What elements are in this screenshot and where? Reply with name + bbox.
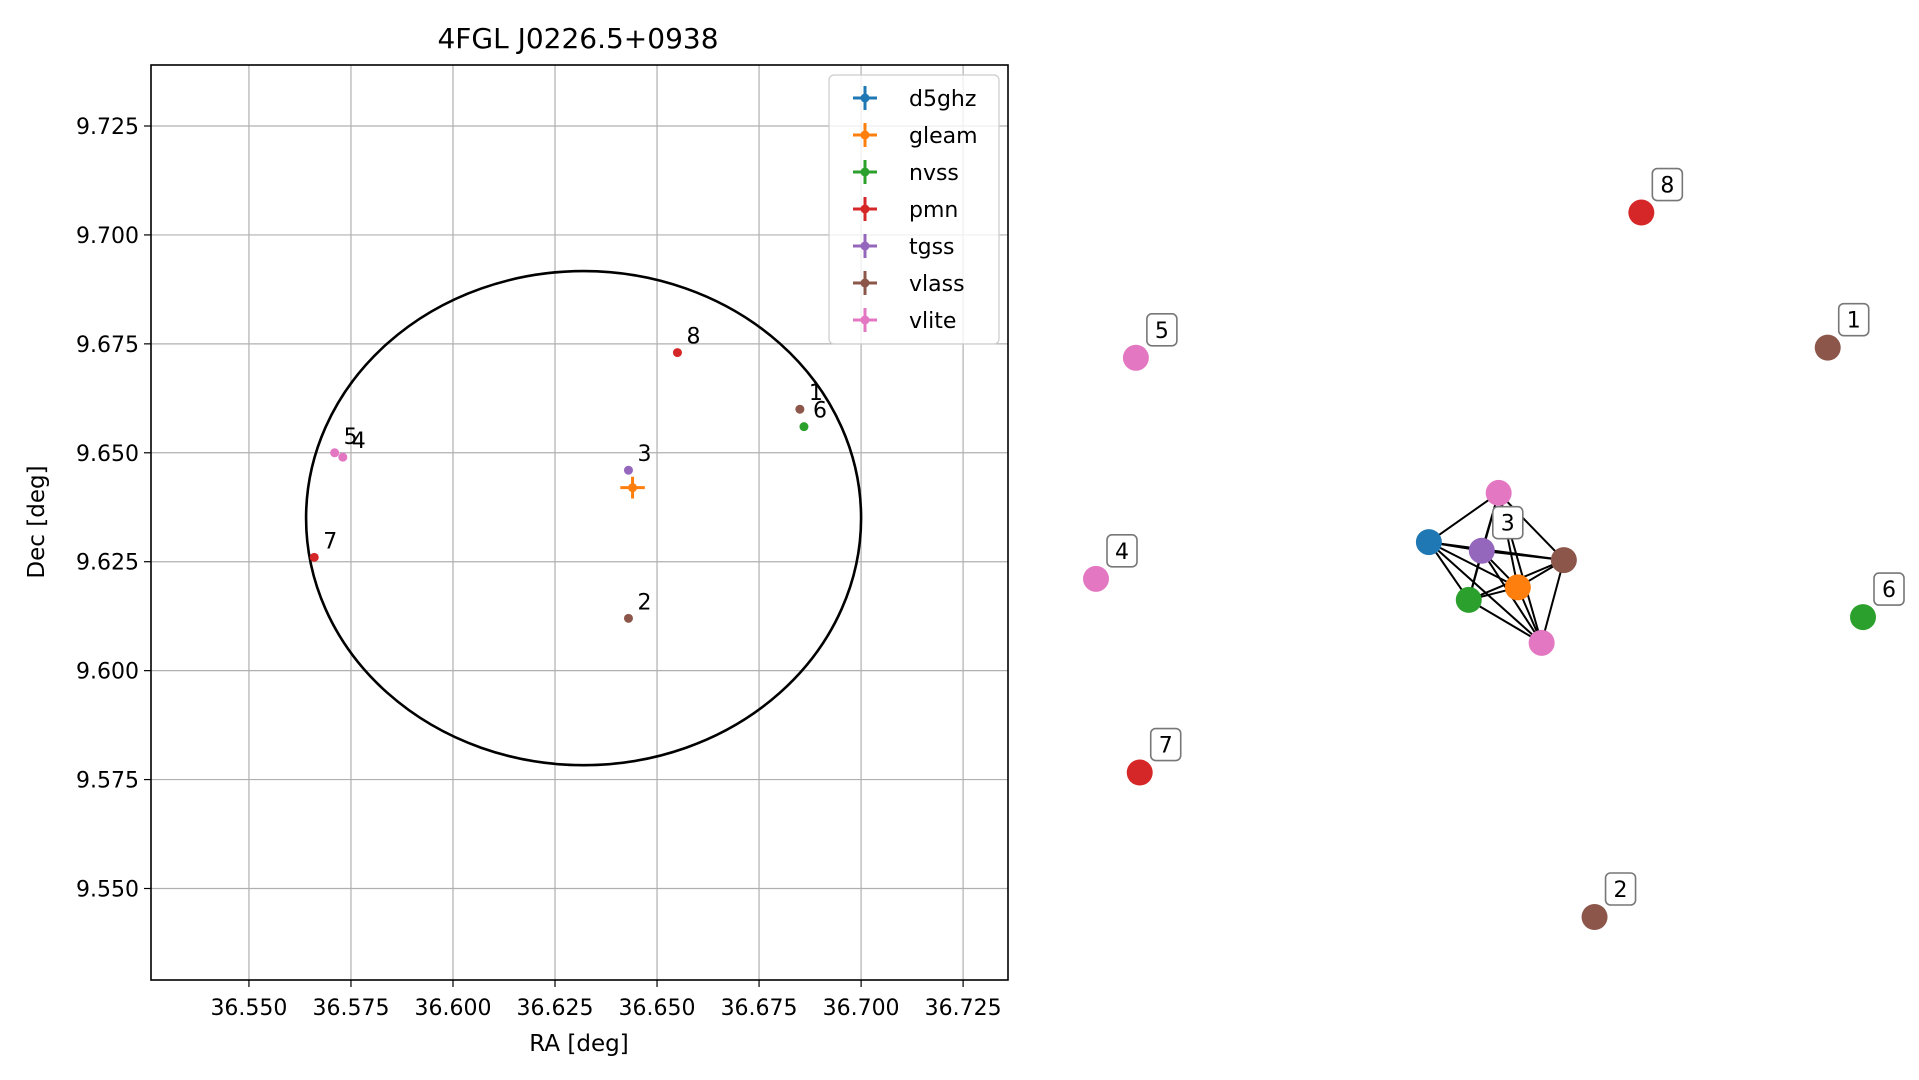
node-label-box: [1106, 534, 1138, 568]
vlite-point: [338, 452, 348, 462]
point-label: 7: [323, 529, 337, 554]
x-tick-label: 36.675: [721, 996, 798, 1021]
y-tick-label: 9.575: [76, 769, 139, 794]
x-tick-label: 36.550: [210, 996, 287, 1021]
legend-label-d5ghz: d5ghz: [909, 87, 976, 112]
network-node: [1122, 344, 1149, 371]
legend-marker: [860, 315, 870, 325]
vlass-point: [795, 404, 805, 414]
legend-marker: [860, 204, 870, 214]
node-label-box: [1492, 505, 1524, 540]
network-node: [1814, 334, 1841, 361]
legend-label-tgss: tgss: [909, 235, 955, 260]
network-edge: [1428, 541, 1519, 589]
chart-title: 4FGL J0226.5+0938: [437, 22, 718, 55]
vlite-point: [330, 448, 340, 458]
node-label: 6: [1882, 578, 1896, 603]
x-tick-label: 36.625: [517, 996, 594, 1021]
tgss-point: [623, 465, 633, 475]
point-label: 4: [352, 429, 366, 454]
y-tick-label: 9.675: [76, 333, 139, 358]
pmn-point: [309, 552, 319, 562]
node-label: 7: [1159, 734, 1173, 759]
x-tick-label: 36.575: [312, 996, 389, 1021]
gleam-point: [628, 483, 638, 493]
node-label-box: [1873, 572, 1905, 606]
legend-marker: [860, 278, 870, 288]
y-tick-label: 9.650: [76, 442, 139, 467]
x-tick-label: 36.700: [823, 996, 900, 1021]
legend-marker: [860, 167, 870, 177]
cluster-node: [1528, 629, 1555, 656]
node-label-box: [1651, 167, 1684, 202]
network-edge: [1468, 599, 1543, 644]
legend-label-pmn: pmn: [909, 198, 958, 223]
point-label: 3: [637, 442, 651, 467]
node-label: 2: [1614, 878, 1628, 903]
network-node: [1126, 759, 1153, 786]
cluster-node: [1455, 586, 1482, 613]
x-tick-label: 36.650: [619, 996, 696, 1021]
legend-marker: [860, 93, 870, 103]
network-node: [1850, 604, 1876, 631]
cluster-node: [1415, 529, 1442, 556]
point-label: 8: [686, 325, 700, 350]
legend-marker: [860, 241, 870, 251]
cluster-node: [1485, 479, 1512, 506]
y-tick-label: 9.725: [76, 115, 139, 140]
legend-label-vlite: vlite: [909, 309, 956, 334]
error-ellipse-layer: [304, 269, 863, 767]
network-node: [1083, 565, 1109, 592]
node-label: 4: [1115, 540, 1129, 565]
network-edge: [1428, 541, 1565, 562]
node-label: 8: [1660, 174, 1674, 199]
legend-marker: [860, 130, 870, 140]
cluster-node: [1504, 574, 1531, 601]
node-label-box: [1149, 727, 1182, 762]
y-tick-label: 9.600: [76, 660, 139, 685]
network-node: [1628, 199, 1655, 226]
network-edge: [1540, 559, 1565, 644]
x-tick-label: 36.600: [414, 996, 491, 1021]
node-label: 1: [1847, 309, 1861, 334]
network-edge: [1497, 492, 1565, 561]
node-label: 3: [1501, 512, 1515, 537]
y-axis-label: Dec [deg]: [24, 465, 50, 578]
node-label: 5: [1155, 319, 1169, 344]
network-node: [1468, 537, 1495, 564]
y-tick-label: 9.550: [76, 878, 139, 903]
y-tick-label: 9.700: [76, 224, 139, 249]
point-label: 6: [813, 399, 827, 424]
network-panel: 8 1 5 4 6 7 2 3: [1083, 167, 1905, 930]
legend-label-vlass: vlass: [909, 272, 965, 297]
node-label-box: [1146, 313, 1178, 347]
point-label: 2: [637, 590, 651, 615]
node-label-box: [1604, 872, 1637, 906]
x-tick-label: 36.725: [925, 996, 1002, 1021]
network-nodes: 8 1 5 4 6 7 2 3: [1083, 167, 1905, 930]
vlass-point: [623, 613, 633, 623]
legend-box: [828, 74, 1000, 345]
node-label-box: [1837, 302, 1870, 337]
y-tick-label: 9.625: [76, 551, 139, 576]
error-ellipse: [304, 269, 863, 767]
legend: d5ghz gleam nvss pmn tgss vlass vlite: [828, 74, 1000, 345]
nvss-point: [799, 422, 809, 432]
x-axis-label: RA [deg]: [529, 1031, 628, 1057]
cluster-node: [1550, 547, 1577, 574]
network-edge: [1428, 492, 1500, 543]
legend-label-gleam: gleam: [909, 124, 978, 149]
point-label: 1: [809, 381, 823, 406]
axis-ticks: 36.550 36.575 36.600 36.625 36.650 36.675 36.7…: [76, 115, 1002, 1021]
pmn-point: [672, 348, 682, 358]
legend-label-nvss: nvss: [909, 161, 959, 186]
plot-frame: [150, 64, 1009, 981]
network-node: [1581, 904, 1608, 930]
data-points: 6 8 7 3 1 2 54: [309, 325, 827, 623]
point-label: 5: [344, 425, 358, 450]
